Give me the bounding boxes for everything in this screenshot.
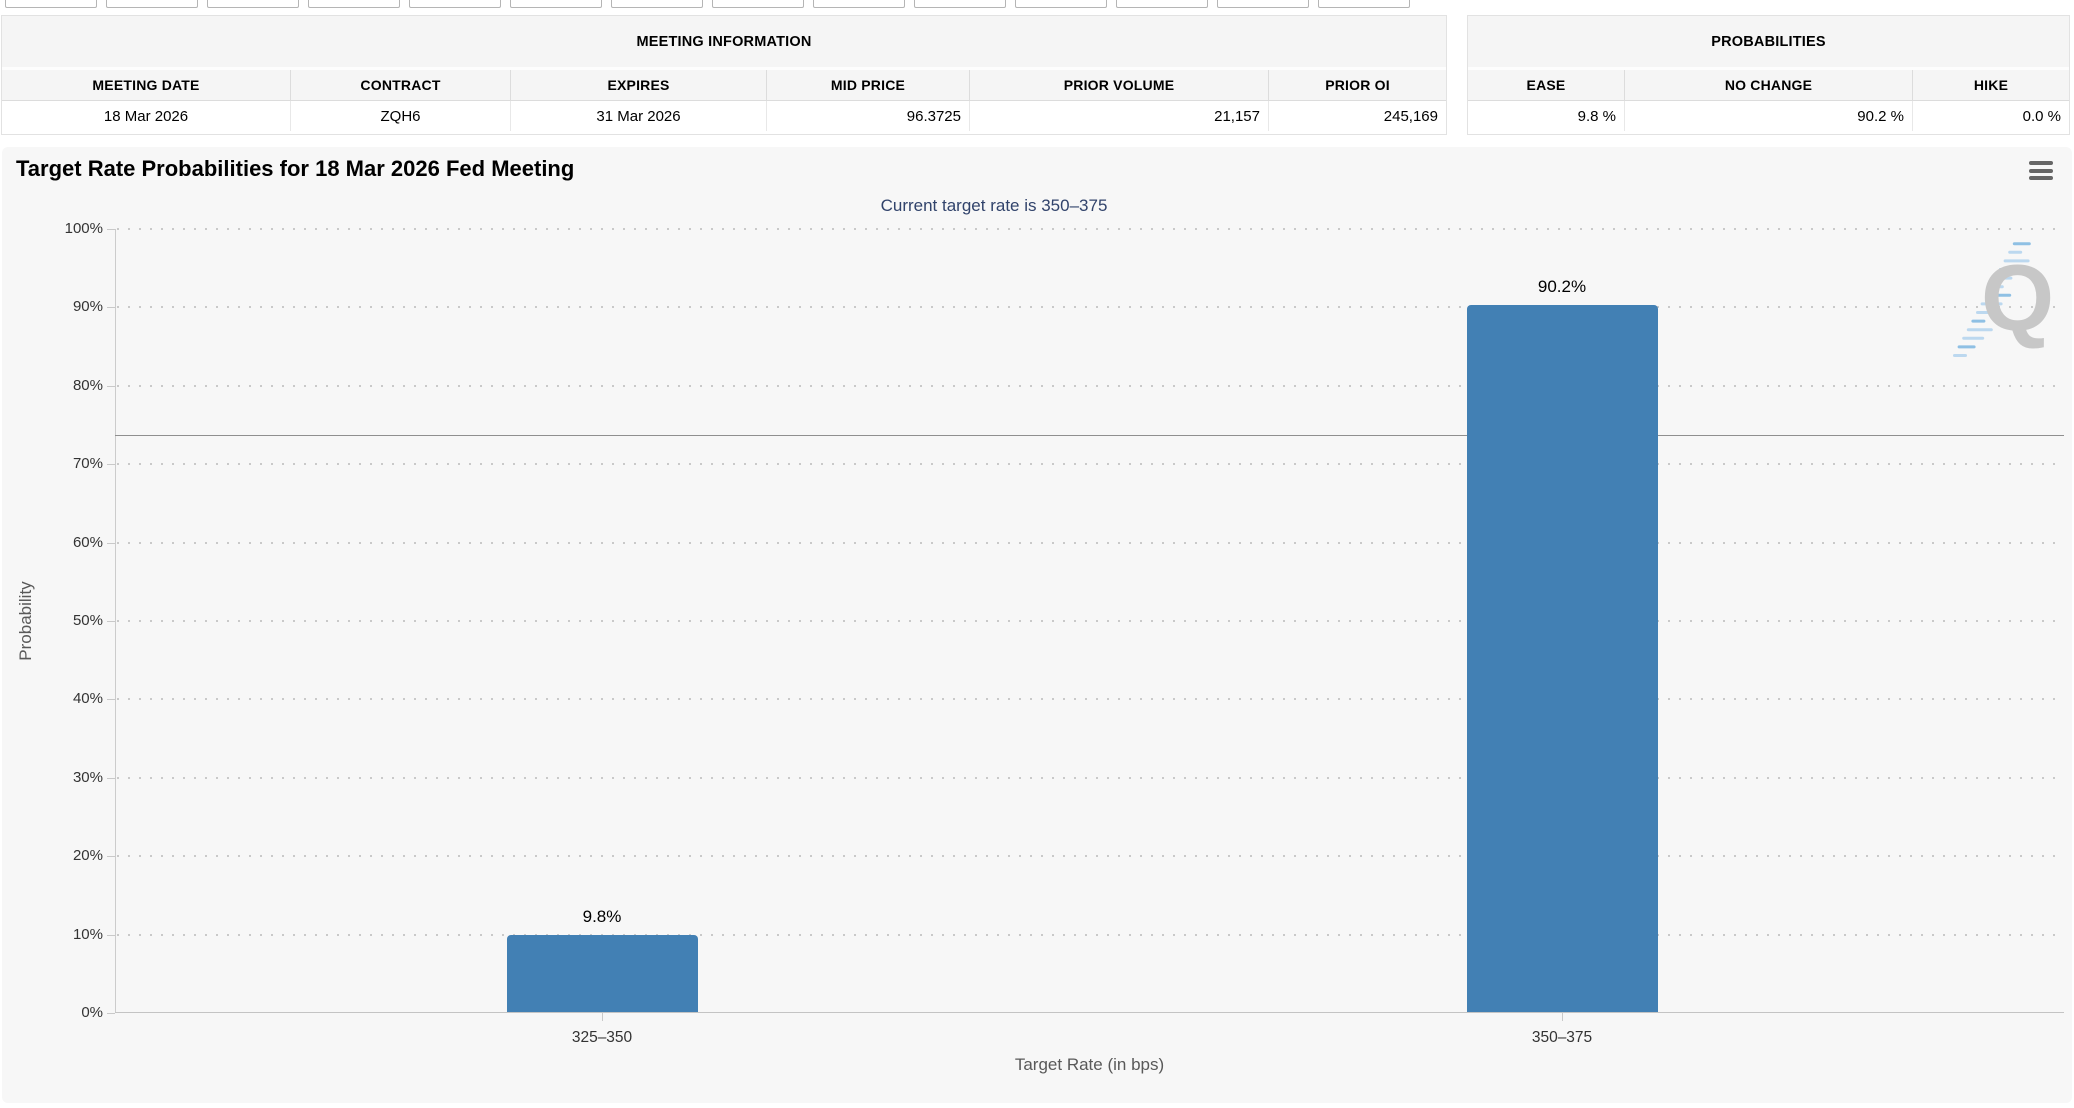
y-axis-tick xyxy=(107,307,115,309)
probability-bar[interactable] xyxy=(506,935,698,1012)
x-axis-title: Target Rate (in bps) xyxy=(1014,1055,1165,1074)
y-axis-tick xyxy=(107,542,115,544)
y-axis-label: 40% xyxy=(72,690,103,708)
reference-line xyxy=(115,435,2064,437)
meeting-date-tab[interactable] xyxy=(308,0,400,8)
meeting-date-tab[interactable] xyxy=(1217,0,1309,8)
y-axis-label: 50% xyxy=(72,612,103,629)
quikstrike-watermark-icon: Q xyxy=(1953,242,2054,357)
y-gridline xyxy=(117,384,2064,387)
y-gridline xyxy=(117,698,2064,701)
y-axis-label: 10% xyxy=(72,925,103,943)
y-gridline xyxy=(117,463,2064,466)
meeting-info-cell: 96.3725 xyxy=(767,101,970,131)
hamburger-bar xyxy=(2029,176,2053,180)
y-axis-tick xyxy=(107,777,115,779)
meeting-info-column-header: MEETING DATE xyxy=(2,70,291,100)
hamburger-bar xyxy=(2029,168,2053,173)
meeting-date-tab[interactable] xyxy=(1318,0,1410,8)
meeting-date-tab[interactable] xyxy=(510,0,602,8)
meeting-info-cell: 245,169 xyxy=(1383,107,1438,125)
chart-subtitle: Current target rate is 350–375 xyxy=(880,196,1108,215)
probabilities-column-header: NO CHANGE xyxy=(1625,70,1913,100)
y-gridline xyxy=(117,855,2064,858)
y-gridline xyxy=(117,933,2064,936)
meeting-date-tab[interactable] xyxy=(106,0,198,8)
meeting-info-cell: ZQH6 xyxy=(291,101,511,131)
meeting-date-tabs xyxy=(0,0,2074,9)
plot-area: 0% 10% 20% 30% 40% 50% 60% 70% 80% 90% 100% 9.8% 325… xyxy=(65,220,2064,1046)
y-axis-tick xyxy=(107,856,115,858)
y-axis-label: 70% xyxy=(72,455,103,473)
x-axis-tick xyxy=(602,1013,603,1021)
meeting-info-cell: 21,157 xyxy=(970,101,1269,131)
chart-panel: Target Rate Probabilities for 18 Mar 202… xyxy=(2,147,2072,1103)
probabilities-cell: 90.2 % xyxy=(1625,101,1913,131)
y-axis-label: 60% xyxy=(72,533,103,551)
y-axis-label: 100% xyxy=(64,220,103,237)
chart-title: Target Rate Probabilities for 18 Mar 202… xyxy=(16,156,575,181)
y-axis-line xyxy=(115,229,116,1013)
x-axis-category-label: 350–375 xyxy=(1531,1029,1593,1046)
meeting-date-tab[interactable] xyxy=(611,0,703,8)
meeting-info-data-row: 18 Mar 2026 ZQH6 31 Mar 2026 96.3725 21,157 2… xyxy=(2,101,1446,131)
meeting-date-tab[interactable] xyxy=(1015,0,1107,8)
y-axis-tick xyxy=(107,464,115,466)
meeting-info-column-header: PRIOR VOLUME xyxy=(970,70,1269,100)
x-axis-line xyxy=(115,1012,2064,1013)
bar-value-label: 9.8% xyxy=(582,907,622,927)
meeting-date-tab[interactable] xyxy=(813,0,905,8)
meeting-date-tab[interactable] xyxy=(914,0,1006,8)
y-axis-tick xyxy=(107,934,115,936)
meeting-info-table: MEETING INFORMATION MEETING DATE CONTRACT… xyxy=(1,15,1447,135)
probabilities-column-header: EASE xyxy=(1468,70,1625,100)
svg-text:Q: Q xyxy=(1981,245,2054,350)
meeting-info-cell: 18 Mar 2026 xyxy=(2,101,291,131)
y-axis-tick xyxy=(107,1013,115,1014)
probabilities-cell: 9.8 % xyxy=(1468,101,1625,131)
meeting-info-title: MEETING INFORMATION xyxy=(2,16,1446,70)
bar-value-label: 90.2% xyxy=(1537,276,1587,296)
y-axis-label: 90% xyxy=(72,298,103,316)
y-gridline xyxy=(117,541,2064,544)
meeting-info-cell: 31 Mar 2026 xyxy=(511,101,767,131)
y-gridline xyxy=(117,306,2064,309)
y-gridline xyxy=(117,620,2064,622)
y-gridline xyxy=(117,776,2064,779)
hamburger-icon[interactable] xyxy=(2029,161,2053,180)
probabilities-data-row: 9.8 % 90.2 % 0.0 % xyxy=(1468,101,2069,131)
probabilities-table: PROBABILITIES EASE NO CHANGE HIKE 9.8 % 90.… xyxy=(1467,15,2070,135)
meeting-date-tab[interactable] xyxy=(712,0,804,8)
probabilities-column-header: HIKE xyxy=(1973,77,2009,93)
probabilities-title: PROBABILITIES xyxy=(1468,16,2069,70)
y-axis-tick xyxy=(107,385,115,387)
probabilities-cell: 0.0 % xyxy=(2022,107,2061,125)
y-axis-label: 0% xyxy=(81,1004,103,1021)
meeting-date-tab[interactable] xyxy=(207,0,299,8)
meeting-info-column-header: CONTRACT xyxy=(291,70,511,100)
meeting-date-tab[interactable] xyxy=(5,0,97,8)
probability-bar[interactable] xyxy=(1466,304,1658,1012)
meeting-info-header-row: MEETING DATE CONTRACT EXPIRES MID PRICE PRIO… xyxy=(2,70,1446,101)
meeting-info-column-header: PRIOR OI xyxy=(1325,77,1390,93)
meeting-info-column-header: EXPIRES xyxy=(511,70,767,100)
y-axis-label: 20% xyxy=(72,847,103,865)
y-axis-tick xyxy=(107,229,115,230)
x-axis-category-label: 325–350 xyxy=(571,1029,633,1046)
meeting-date-tab[interactable] xyxy=(409,0,501,8)
y-axis-label: 30% xyxy=(72,768,103,786)
y-axis-label: 80% xyxy=(72,376,103,394)
hamburger-bar xyxy=(2029,161,2053,165)
meeting-date-tab[interactable] xyxy=(1116,0,1208,8)
y-axis-tick xyxy=(107,699,115,701)
y-gridline xyxy=(117,228,2064,230)
x-axis-tick xyxy=(1562,1013,1563,1021)
y-axis-tick xyxy=(107,621,115,622)
meeting-info-column-header: MID PRICE xyxy=(767,70,970,100)
probabilities-header-row: EASE NO CHANGE HIKE xyxy=(1468,70,2069,101)
